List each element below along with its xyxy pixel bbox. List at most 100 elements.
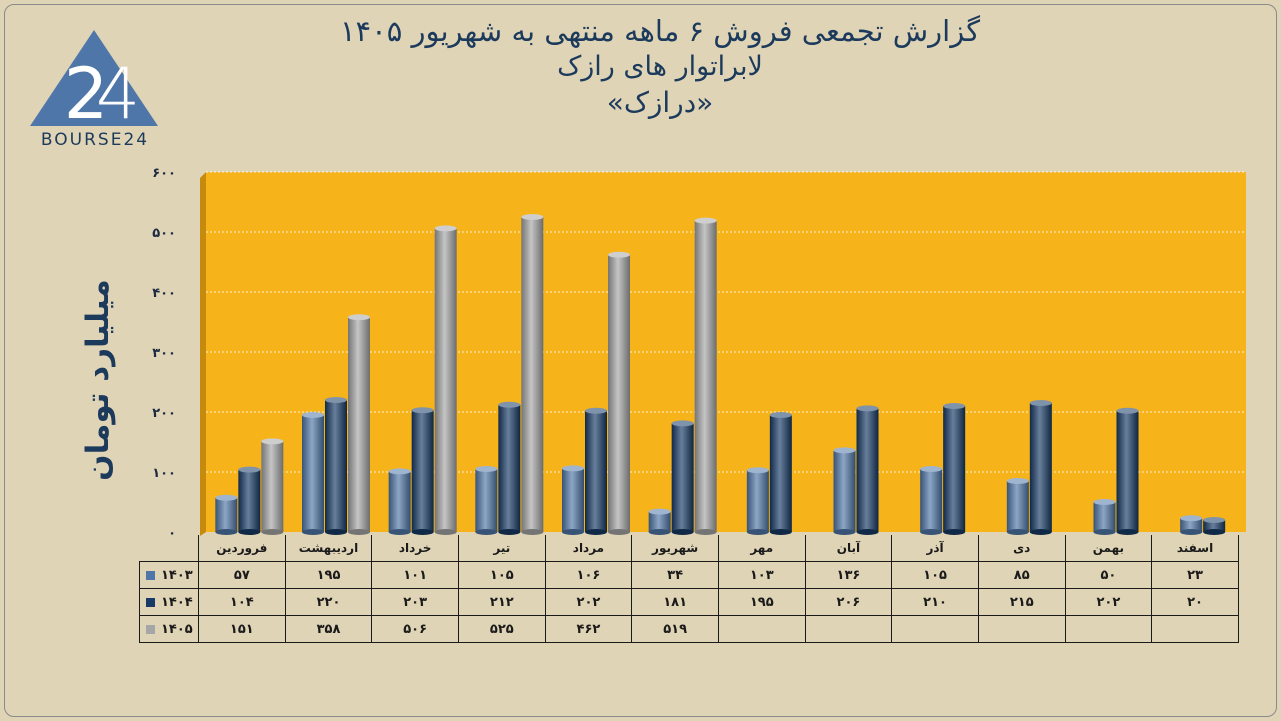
bar-top <box>671 420 694 427</box>
title-line-1: گزارش تجمعی فروش ۶ ماهه منتهی به شهریور … <box>339 14 981 48</box>
bar-۱۴۰۴-فروردین <box>238 466 261 535</box>
bar-base <box>1006 529 1029 535</box>
bar-top <box>694 217 717 224</box>
bar-۱۴۰۴-شهریور <box>671 420 694 535</box>
bar-top <box>521 214 544 220</box>
data-label: ۱۰۵ <box>457 561 546 589</box>
gridlines <box>206 171 1246 473</box>
bar-۱۴۰۴-آذر <box>943 403 966 535</box>
data-label <box>1151 615 1239 643</box>
bar-base <box>1029 529 1052 535</box>
bar-top <box>261 438 284 445</box>
bar-base <box>411 529 434 535</box>
y-tick-label: ۴۰۰ <box>152 286 176 301</box>
bar-body <box>475 469 498 532</box>
bar-top <box>348 314 370 321</box>
bar-top <box>325 397 347 403</box>
bar-top <box>769 412 792 418</box>
category-label: مهر <box>717 535 806 562</box>
y-tick-labels: ۰ ۱۰۰ ۲۰۰ ۳۰۰ ۴۰۰ ۵۰۰ ۶۰۰ <box>152 166 176 541</box>
bar-top <box>1180 515 1203 522</box>
bar-body <box>746 470 769 532</box>
legend-label: ۱۴۰۳ <box>161 567 193 583</box>
bar-۱۴۰۵-خرداد <box>434 225 457 535</box>
bar-base <box>920 529 943 535</box>
legend-swatch <box>146 570 155 580</box>
bar-۱۴۰۴-تیر <box>498 401 521 535</box>
bar-body <box>1180 518 1203 532</box>
bar-body <box>943 406 966 532</box>
table-corner <box>140 535 199 562</box>
legend-swatch <box>146 597 155 607</box>
bar-body <box>585 410 607 532</box>
bar-body <box>498 404 521 532</box>
bar-۱۴۰۳-مهر <box>746 467 769 535</box>
bar-top <box>585 407 607 414</box>
bar-top <box>1116 407 1139 414</box>
bar-base <box>388 529 411 535</box>
bar-body <box>694 220 717 532</box>
bar-۱۴۰۵-تیر <box>521 214 544 535</box>
category-label: تیر <box>457 535 546 562</box>
bar-base <box>608 529 630 535</box>
data-label: ۲۱۵ <box>977 588 1066 616</box>
bar-body <box>1006 481 1029 532</box>
category-label: مرداد <box>544 535 633 562</box>
legend-entry: ۱۴۰۵ <box>139 615 199 643</box>
bar-body <box>238 469 261 532</box>
bar-top <box>475 466 498 472</box>
bar-base <box>302 529 324 535</box>
bar-body <box>1116 410 1139 532</box>
bar-۱۴۰۵-فروردین <box>261 438 284 535</box>
data-label: ۳۵۸ <box>284 615 373 643</box>
data-label: ۱۰۴ <box>198 588 286 616</box>
data-label <box>977 615 1066 643</box>
data-label: ۱۰۵ <box>891 561 979 589</box>
bar-top <box>498 401 521 408</box>
bar-base <box>648 529 671 535</box>
data-label: ۱۹۵ <box>717 588 806 616</box>
data-label: ۳۴ <box>631 561 719 589</box>
bar-body <box>521 217 544 532</box>
bar-۱۴۰۵-مرداد <box>608 251 630 535</box>
bar-۱۴۰۳-تیر <box>475 466 498 535</box>
legend-entry: ۱۴۰۳ <box>139 561 199 589</box>
category-label: اردیبهشت <box>284 535 373 562</box>
data-label: ۵۱۹ <box>631 615 719 643</box>
bar-۱۴۰۳-آبان <box>833 447 856 535</box>
category-label: خرداد <box>371 535 459 562</box>
y-tick-label: ۳۰۰ <box>152 346 176 361</box>
bar-base <box>434 529 457 535</box>
bar-base <box>585 529 607 535</box>
bar-۱۴۰۳-اسفند <box>1180 515 1203 535</box>
data-label: ۱۵۱ <box>198 615 286 643</box>
bar-top <box>608 251 630 258</box>
bar-top <box>648 508 671 515</box>
category-label: اسفند <box>1151 535 1239 562</box>
bar-top <box>746 467 769 474</box>
data-label: ۱۰۳ <box>717 561 806 589</box>
bar-body <box>920 469 943 532</box>
bar-body <box>856 408 879 532</box>
bar-base <box>498 529 521 535</box>
data-label: ۱۹۵ <box>284 561 373 589</box>
data-label: ۵۷ <box>198 561 286 589</box>
bar-base <box>238 529 261 535</box>
bar-top <box>1006 478 1029 484</box>
table-row: ۱۴۰۳ ۵۷ ۱۹۵ ۱۰۱ ۱۰۵ ۱۰۶ ۳۴ ۱۰۳ ۱۳۶ ۱۰۵ ۸۵ ۵۰ ۲۳ <box>139 561 1239 589</box>
data-label: ۸۵ <box>977 561 1066 589</box>
bar-base <box>943 529 966 535</box>
bar-۱۴۰۳-دی <box>1006 478 1029 535</box>
bar-۱۴۰۵-اردیبهشت <box>348 314 370 535</box>
bar-۱۴۰۴-مرداد <box>585 407 607 535</box>
data-label: ۲۳ <box>1151 561 1239 589</box>
bar-base <box>1116 529 1139 535</box>
category-label: بهمن <box>1064 535 1153 562</box>
bar-body <box>388 471 411 532</box>
bar-body <box>1029 403 1052 532</box>
bar-۱۴۰۳-بهمن <box>1093 499 1116 535</box>
bar-top <box>562 465 584 472</box>
bar-top <box>920 466 943 472</box>
bar-base <box>856 529 879 535</box>
bar-۱۴۰۳-خرداد <box>388 468 411 535</box>
